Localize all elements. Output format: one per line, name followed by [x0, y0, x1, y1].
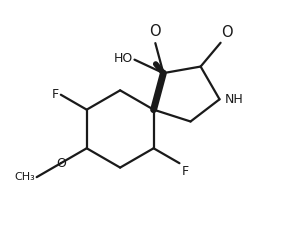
Text: O: O	[149, 24, 161, 39]
Text: O: O	[221, 25, 233, 40]
Text: NH: NH	[224, 93, 243, 106]
Text: F: F	[52, 88, 59, 101]
Text: O: O	[56, 157, 66, 170]
Text: CH₃: CH₃	[14, 172, 35, 182]
Text: HO: HO	[113, 52, 133, 65]
Text: F: F	[182, 165, 189, 178]
